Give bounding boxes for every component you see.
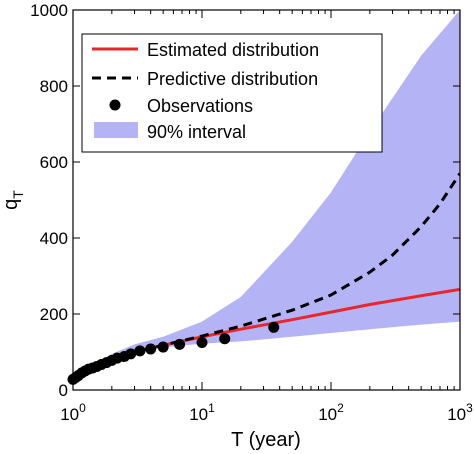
observations-layer [67,321,280,385]
x-tick-label: 103 [447,401,473,424]
axes-layer: 0 200 400 600 800 1000 100 101 102 103 [30,1,473,424]
x-axis-label: T (year) [231,429,301,451]
legend-label-interval: 90% interval [147,122,246,142]
legend-label-observations: Observations [147,96,253,116]
svg-text:qT: qT [0,190,26,210]
legend-label-predictive: Predictive distribution [147,69,318,89]
observation-point [268,321,280,333]
y-tick-label: 200 [40,305,68,324]
y-tick-label: 800 [40,77,68,96]
y-tick-label: 600 [40,153,68,172]
legend-swatch-observations [109,99,121,111]
observation-point [174,338,186,350]
predictive-line [73,172,460,381]
x-tick-label: 101 [189,401,215,424]
legend-swatch-interval [94,122,138,138]
y-tick-label: 400 [40,229,68,248]
legend-label-estimated: Estimated distribution [147,40,319,60]
legend: Estimated distribution Predictive distri… [81,33,383,153]
observation-point [145,343,157,355]
x-tick-label: 100 [60,401,86,424]
x-tick-label: 102 [318,401,344,424]
observation-point [134,345,146,357]
observation-point [196,337,208,348]
interval-band [73,10,460,381]
observation-point [125,348,137,360]
y-tick-label: 0 [59,381,68,400]
observation-point [219,333,231,345]
y-tick-label: 1000 [30,1,68,20]
plot-frame [72,9,461,391]
observation-point [157,341,169,353]
y-axis-label: qT [0,190,26,210]
interval-band-layer [73,10,460,381]
